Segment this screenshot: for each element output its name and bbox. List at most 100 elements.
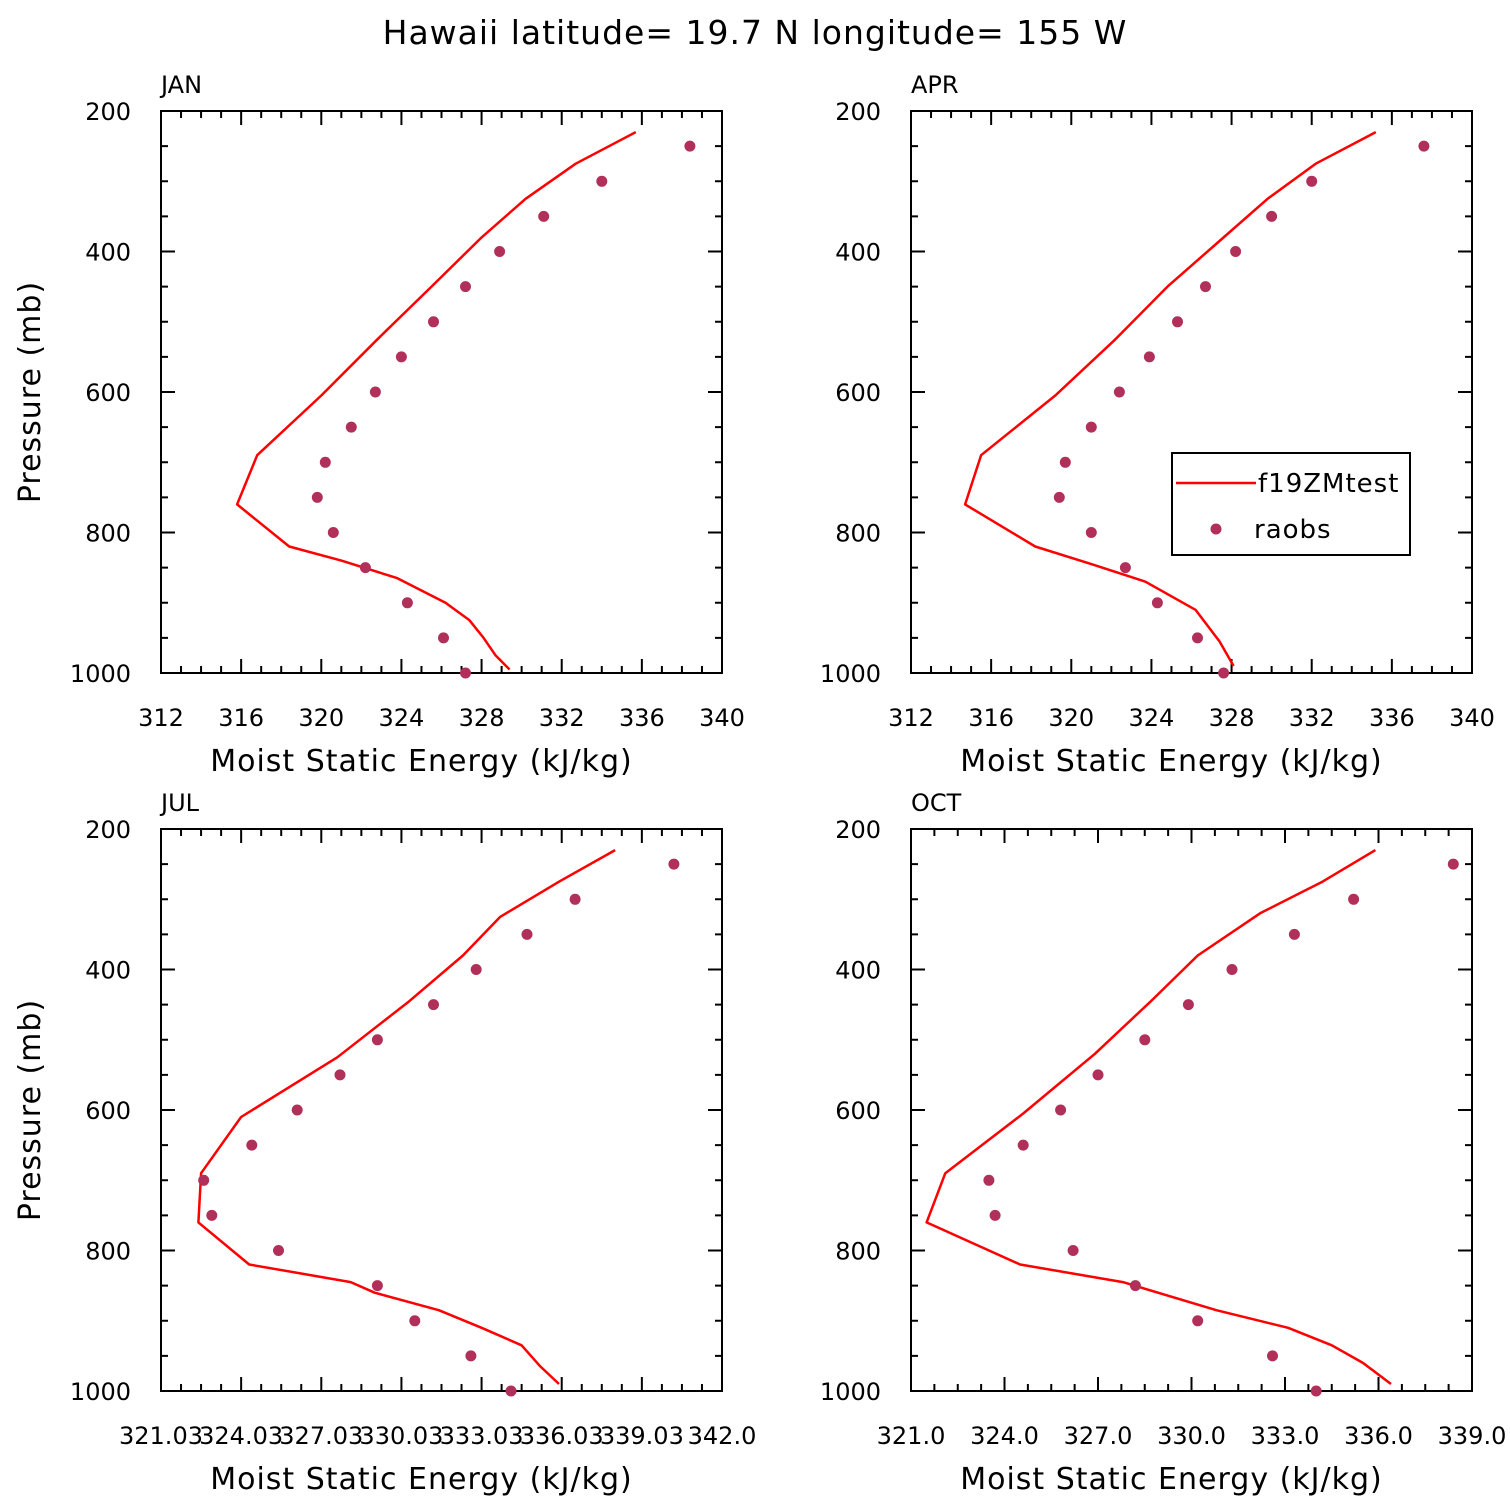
x-tick-label: 321.0 — [877, 1422, 946, 1450]
data-point-raobs — [1306, 175, 1318, 187]
panel-oct: OCT 321.0 324.0 327.0 330.0 333.0 336.0 339.0 20… — [820, 789, 1506, 1497]
data-point-raobs — [428, 999, 439, 1011]
data-point-raobs — [983, 1174, 995, 1186]
data-point-raobs — [1310, 1385, 1322, 1397]
data-point-raobs — [1017, 1139, 1029, 1151]
y-tick-label: 1000 — [820, 660, 881, 688]
series-line-f19ZMtest — [235, 130, 637, 671]
data-point-raobs — [1418, 140, 1430, 152]
data-point-raobs — [401, 597, 413, 609]
panel-jan: JAN 312 316 320 324 328 332 336 340 200 400 600 800 1… — [13, 71, 745, 779]
x-tick-label: 320 — [298, 704, 344, 732]
x-axis-title: Moist Static Energy (kJ/kg) — [960, 1462, 1383, 1497]
x-tick-label: 336 — [619, 704, 665, 732]
data-point-raobs — [1447, 858, 1459, 870]
x-tick-label: 324 — [1129, 704, 1175, 732]
x-tick-label: 312 — [888, 704, 934, 732]
panel-label: OCT — [911, 789, 962, 817]
y-tick-label: 200 — [835, 816, 881, 844]
y-axis-title: Pressure (mb) — [13, 281, 48, 503]
y-tick-label: 400 — [835, 957, 881, 985]
series-line-f19ZMtest — [925, 849, 1392, 1385]
y-tick-label: 800 — [85, 1238, 131, 1266]
legend-label-line: f19ZMtest — [1258, 469, 1399, 499]
x-tick-label: 342.0 — [688, 1422, 757, 1450]
x-tick-label: 324 — [379, 704, 425, 732]
y-tick-label: 1000 — [820, 1378, 881, 1406]
panel-label: JUL — [159, 789, 200, 817]
y-tick-label: 400 — [85, 239, 131, 267]
data-point-raobs — [668, 858, 680, 870]
data-point-raobs — [1200, 281, 1211, 293]
data-point-raobs — [428, 316, 439, 328]
data-point-raobs — [1129, 1280, 1141, 1292]
data-point-raobs — [246, 1139, 258, 1151]
data-point-raobs — [1288, 928, 1300, 940]
y-tick-label: 800 — [835, 520, 881, 548]
data-point-raobs — [1267, 1350, 1278, 1362]
data-point-raobs — [206, 1209, 218, 1221]
data-point-raobs — [409, 1315, 421, 1327]
y-tick-label: 800 — [85, 520, 131, 548]
data-point-raobs — [327, 527, 339, 538]
x-tick-label: 316 — [218, 704, 264, 732]
panel-jul: JUL321.03324.03327.03330.03333.03336.033… — [13, 789, 756, 1497]
x-tick-label: 336 — [1369, 704, 1415, 732]
plot-frame — [910, 110, 1473, 674]
x-tick-label: 336.03 — [520, 1422, 604, 1450]
y-tick-label: 600 — [835, 1097, 881, 1125]
figure-title: Hawaii latitude= 19.7 N longitude= 155 W — [383, 13, 1128, 52]
data-point-raobs — [1192, 1315, 1204, 1327]
data-point-raobs — [1085, 421, 1097, 433]
plot-frame — [160, 828, 723, 1392]
x-tick-label: 333.03 — [440, 1422, 524, 1450]
x-tick-label: 324.03 — [199, 1422, 283, 1450]
x-tick-label: 339.0 — [1438, 1422, 1507, 1450]
data-point-raobs — [395, 351, 407, 363]
series-line-f19ZMtest — [197, 849, 616, 1385]
y-tick-label: 1000 — [70, 660, 131, 688]
x-tick-label: 321.03 — [119, 1422, 203, 1450]
y-tick-label: 600 — [85, 1097, 131, 1125]
x-tick-label: 340 — [1449, 704, 1495, 732]
legend-box — [1171, 452, 1411, 556]
x-tick-label: 316 — [968, 704, 1014, 732]
plot-frame — [160, 110, 723, 674]
data-point-raobs — [1218, 667, 1230, 679]
x-tick-label: 327.0 — [1064, 1422, 1133, 1450]
data-point-raobs — [1059, 456, 1071, 468]
data-point-raobs — [371, 1280, 383, 1292]
plot-frame — [910, 828, 1473, 1392]
series-line-f19ZMtest — [963, 130, 1377, 667]
y-tick-label: 200 — [85, 98, 131, 126]
x-tick-label: 339.03 — [600, 1422, 684, 1450]
data-point-raobs — [521, 928, 533, 940]
x-tick-label: 328 — [459, 704, 505, 732]
data-point-raobs — [334, 1069, 346, 1081]
x-tick-label: 330.03 — [359, 1422, 443, 1450]
x-tick-label: 330.0 — [1157, 1422, 1226, 1450]
data-point-raobs — [1182, 999, 1194, 1011]
data-point-raobs — [345, 421, 357, 433]
y-tick-label: 1000 — [70, 1378, 131, 1406]
data-point-raobs — [1055, 1104, 1067, 1116]
legend-label-dots: raobs — [1254, 515, 1332, 545]
x-tick-label: 332 — [1289, 704, 1335, 732]
y-tick-label: 600 — [835, 379, 881, 407]
x-tick-label: 332 — [539, 704, 585, 732]
data-point-raobs — [1092, 1069, 1104, 1081]
x-tick-label: 340 — [699, 704, 745, 732]
data-point-raobs — [460, 281, 471, 293]
x-axis-title: Moist Static Energy (kJ/kg) — [960, 744, 1383, 779]
x-axis-title: Moist Static Energy (kJ/kg) — [210, 744, 633, 779]
data-point-raobs — [569, 893, 581, 905]
data-point-raobs — [1143, 351, 1155, 363]
data-point-raobs — [1192, 632, 1203, 644]
x-tick-label: 312 — [138, 704, 184, 732]
data-point-raobs — [470, 964, 482, 975]
data-point-raobs — [465, 1350, 477, 1362]
data-point-raobs — [460, 667, 471, 679]
data-point-raobs — [538, 210, 550, 222]
data-point-raobs — [1113, 386, 1125, 398]
